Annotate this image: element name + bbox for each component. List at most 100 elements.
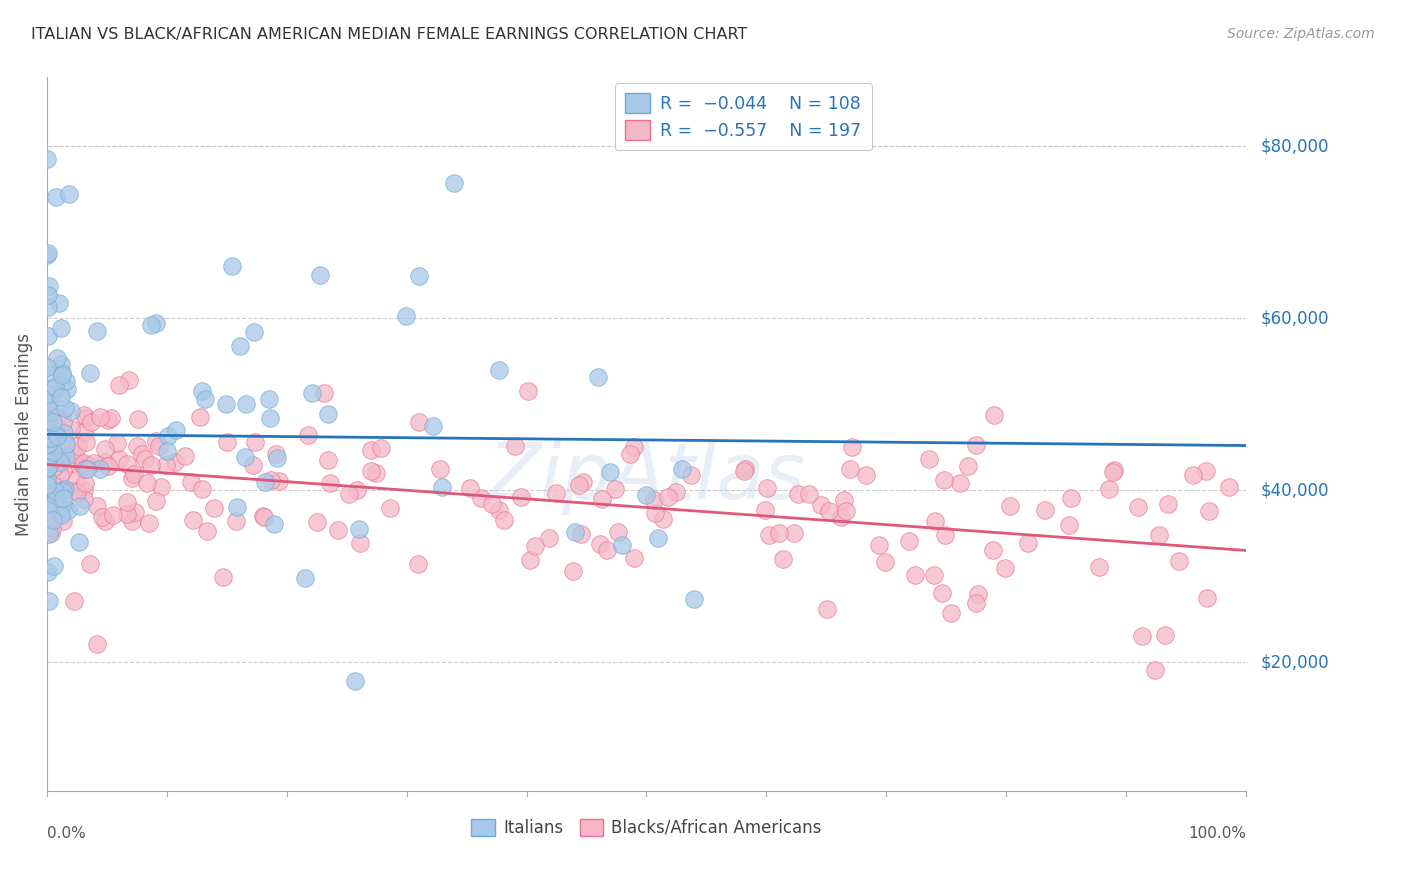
Point <box>253 510 276 524</box>
Text: $60,000: $60,000 <box>1260 310 1329 327</box>
Point <box>308 268 330 282</box>
Point <box>524 539 547 553</box>
Point <box>772 552 794 566</box>
Point <box>898 534 921 549</box>
Point <box>51 446 73 460</box>
Point <box>37 460 59 475</box>
Point <box>125 439 148 453</box>
Point <box>49 467 72 482</box>
Point <box>297 427 319 442</box>
Point <box>165 423 187 437</box>
Point <box>644 506 666 520</box>
Point <box>131 446 153 460</box>
Point <box>235 397 257 411</box>
Point <box>734 464 756 478</box>
Point <box>202 500 225 515</box>
Point <box>494 513 516 527</box>
Point <box>89 461 111 475</box>
Point <box>37 502 59 516</box>
Point <box>51 508 73 523</box>
Point <box>191 482 214 496</box>
Point <box>37 246 59 260</box>
Point <box>100 410 122 425</box>
Point <box>75 476 97 491</box>
Point <box>86 324 108 338</box>
Point <box>55 449 77 463</box>
Point <box>981 542 1004 557</box>
Point <box>35 461 58 475</box>
Point <box>115 507 138 521</box>
Point <box>66 484 89 499</box>
Point <box>758 528 780 542</box>
Point <box>156 429 179 443</box>
Point <box>786 487 808 501</box>
Point <box>97 413 120 427</box>
Point <box>138 516 160 531</box>
Point <box>934 528 956 542</box>
Point <box>148 439 170 453</box>
Point <box>101 508 124 522</box>
Point <box>564 524 586 539</box>
Point <box>347 522 370 536</box>
Point <box>319 476 342 491</box>
Point <box>346 483 368 497</box>
Point <box>810 499 832 513</box>
Point <box>395 309 418 323</box>
Point <box>754 503 776 517</box>
Point <box>517 384 540 398</box>
Point <box>121 514 143 528</box>
Y-axis label: Median Female Earnings: Median Female Earnings <box>15 333 32 536</box>
Point <box>636 488 658 502</box>
Point <box>605 482 627 496</box>
Point <box>832 493 855 508</box>
Point <box>855 468 877 483</box>
Point <box>1147 528 1170 542</box>
Point <box>252 509 274 524</box>
Point <box>1130 629 1153 643</box>
Point <box>226 500 249 514</box>
Point <box>1033 502 1056 516</box>
Point <box>934 473 956 487</box>
Point <box>44 380 66 394</box>
Point <box>931 586 953 600</box>
Point <box>1017 535 1039 549</box>
Point <box>215 397 238 411</box>
Point <box>52 483 75 498</box>
Point <box>73 491 96 506</box>
Point <box>1195 591 1218 605</box>
Point <box>266 450 288 465</box>
Point <box>44 497 66 511</box>
Point <box>264 447 287 461</box>
Point <box>589 537 612 551</box>
Point <box>481 497 503 511</box>
Point <box>56 502 79 516</box>
Point <box>949 476 972 491</box>
Point <box>190 384 212 399</box>
Point <box>75 462 97 476</box>
Point <box>343 673 366 688</box>
Point <box>73 456 96 470</box>
Point <box>215 434 238 449</box>
Point <box>458 481 481 495</box>
Point <box>941 606 963 620</box>
Point <box>37 453 59 467</box>
Point <box>37 329 59 343</box>
Point <box>65 473 87 487</box>
Point <box>52 514 75 528</box>
Point <box>46 351 69 365</box>
Legend: Italians, Blacks/African Americans: Italians, Blacks/African Americans <box>464 812 828 844</box>
Point <box>665 485 688 500</box>
Point <box>105 435 128 450</box>
Point <box>488 502 510 516</box>
Point <box>37 565 59 579</box>
Point <box>73 408 96 422</box>
Point <box>55 382 77 396</box>
Point <box>46 429 69 443</box>
Point <box>35 359 58 374</box>
Point <box>360 464 382 478</box>
Point <box>45 427 67 442</box>
Point <box>42 459 65 474</box>
Point <box>679 467 702 482</box>
Point <box>408 557 430 571</box>
Point <box>165 455 187 469</box>
